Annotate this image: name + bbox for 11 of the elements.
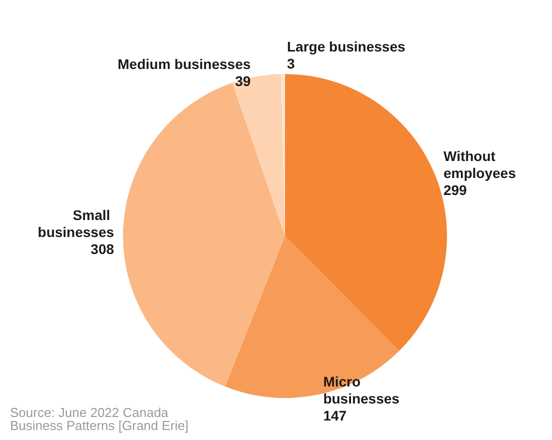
slice-label: Medium businesses — [118, 56, 251, 72]
data-label: 299 — [443, 182, 468, 198]
slice-label: Small businesses — [38, 207, 114, 240]
slice-label: Micro businesses — [323, 374, 400, 407]
slice-label: Large businesses — [287, 38, 406, 54]
data-label: 39 — [235, 73, 251, 90]
data-label: 3 — [287, 56, 295, 72]
data-label: 147 — [323, 408, 347, 424]
data-label: 308 — [90, 241, 114, 258]
slice-label: Without employees — [443, 148, 516, 181]
source-note: Source: June 2022 Canada Business Patterns [Grand Erie] — [10, 405, 188, 433]
